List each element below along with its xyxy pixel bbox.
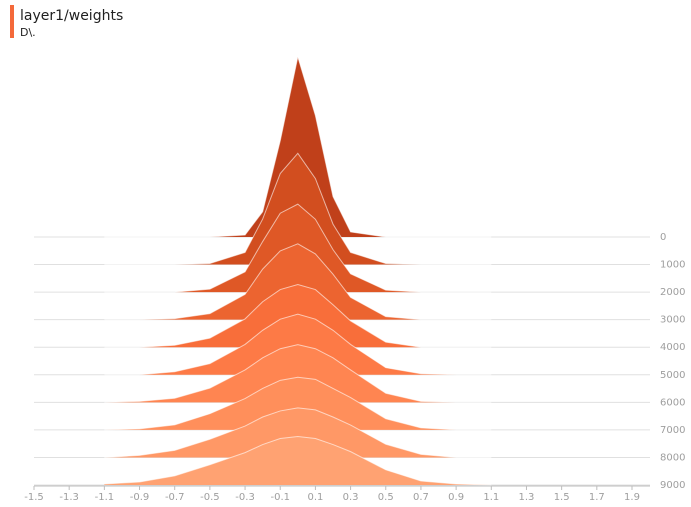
x-tick-label: 1.1	[483, 492, 499, 503]
y-tick-label: 9000	[660, 480, 685, 491]
x-tick-label: -0.9	[130, 492, 150, 503]
y-tick-label: 3000	[660, 315, 685, 326]
x-tick-label: 0.1	[307, 492, 323, 503]
y-tick-label: 4000	[660, 342, 685, 353]
x-tick-label: -0.1	[270, 492, 290, 503]
y-tick-label: 1000	[660, 260, 685, 271]
x-tick-label: -1.5	[24, 492, 44, 503]
ridge-outline	[104, 284, 492, 348]
y-tick-label: 5000	[660, 370, 685, 381]
x-tick-label: 0.9	[448, 492, 464, 503]
x-tick-label: 0.3	[343, 492, 359, 503]
ridge-area	[104, 243, 492, 320]
ridge-area	[104, 57, 492, 237]
x-tick-label: -0.3	[235, 492, 255, 503]
x-tick-label: 0.7	[413, 492, 429, 503]
x-tick-label: -1.1	[95, 492, 115, 503]
x-tick-label: 0.5	[378, 492, 394, 503]
x-tick-label: -1.3	[59, 492, 79, 503]
ridge-outline	[104, 152, 492, 266]
ridge-outline	[104, 435, 492, 486]
ridge-outline	[104, 313, 492, 376]
chart-subtitle: D\.	[20, 26, 36, 39]
x-tick-label: -0.7	[165, 492, 185, 503]
ridge-outline	[104, 376, 492, 431]
x-tick-label: 1.9	[624, 492, 640, 503]
x-tick-label: 1.3	[519, 492, 535, 503]
x-tick-label: 1.7	[589, 492, 605, 503]
ridge-area	[104, 344, 492, 403]
ridge-area	[104, 407, 492, 458]
y-tick-label: 0	[660, 232, 666, 243]
x-tick-label: 1.5	[554, 492, 570, 503]
ridge-outline	[104, 56, 492, 238]
y-tick-label: 2000	[660, 287, 685, 298]
ridge-outline	[104, 203, 492, 293]
ridge-outline	[104, 407, 492, 458]
ridge-outline	[104, 344, 492, 403]
y-tick-label: 6000	[660, 397, 685, 408]
chart-title: layer1/weights	[20, 8, 123, 24]
run-color-bar	[10, 5, 14, 38]
y-tick-label: 8000	[660, 452, 685, 463]
x-tick-label: -0.5	[200, 492, 220, 503]
y-tick-label: 7000	[660, 425, 685, 436]
ridge-outline	[104, 243, 492, 321]
